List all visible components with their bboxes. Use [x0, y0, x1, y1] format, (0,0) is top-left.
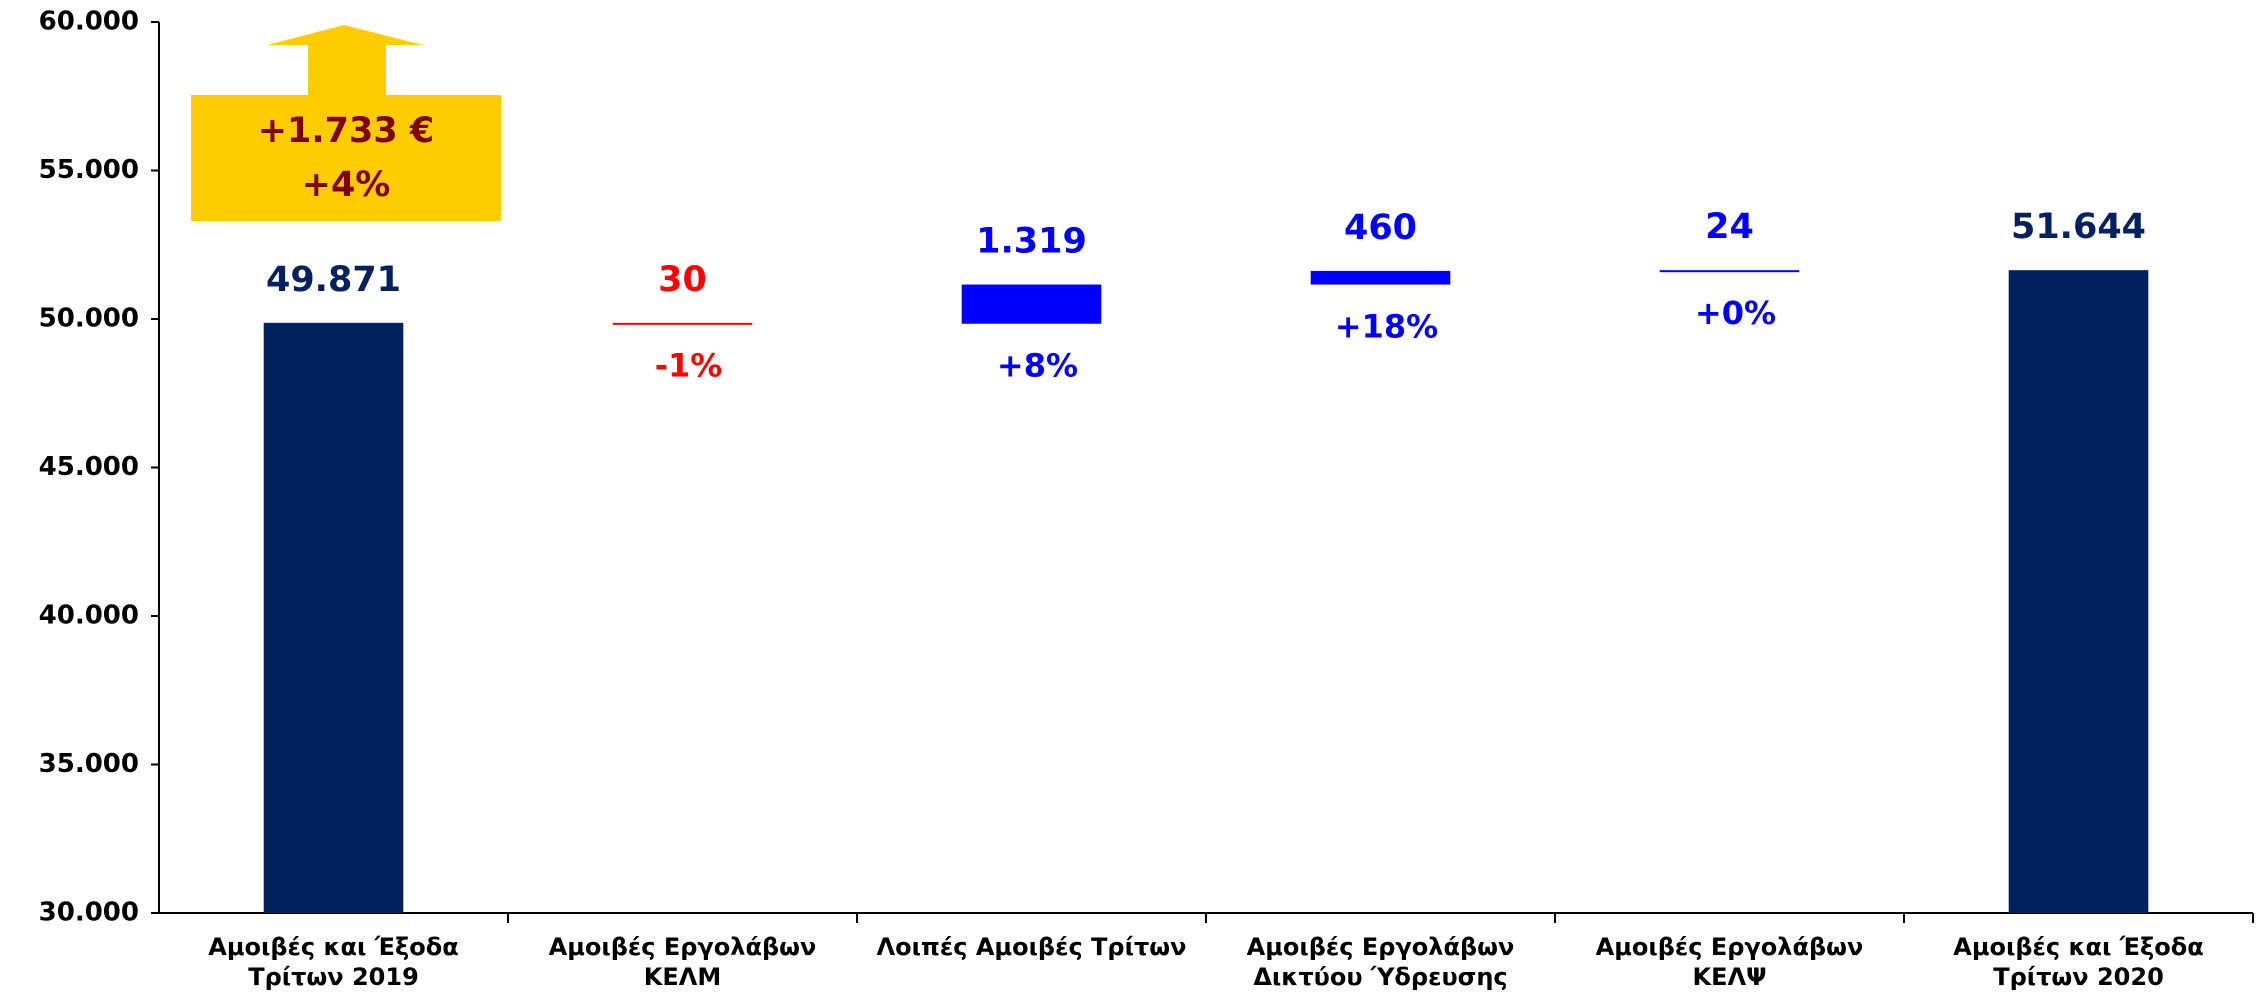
bar	[2008, 270, 2149, 913]
y-tick-label: 55.000	[39, 155, 139, 185]
x-tick-label: Λοιπές Αμοιβές Τρίτων	[876, 933, 1187, 961]
y-tick-label: 30.000	[39, 898, 139, 928]
change-percent: +4%	[302, 165, 391, 205]
y-tick-label: 45.000	[39, 452, 139, 482]
bar	[1659, 270, 1800, 273]
x-tick-label: Αμοιβές και Έξοδα Τρίτων 2020	[1953, 933, 2204, 991]
y-tick-label: 35.000	[39, 749, 139, 779]
x-tick-label: Αμοιβές και Έξοδα Τρίτων 2019	[208, 933, 459, 991]
value-label: 24	[1705, 207, 1754, 247]
x-tick-label: Αμοιβές Εργολάβων ΚΕΛΜ	[548, 933, 817, 991]
bar	[263, 322, 404, 913]
y-tick-label: 40.000	[39, 601, 139, 631]
x-tick-label: Αμοιβές Εργολάβων ΚΕΛΨ	[1595, 933, 1864, 991]
percent-label: +0%	[1695, 294, 1776, 332]
arrow-up	[267, 25, 423, 95]
value-label: 1.319	[976, 222, 1087, 262]
bar	[612, 322, 753, 325]
percent-label: -1%	[655, 347, 723, 385]
y-tick-label: 50.000	[39, 304, 139, 334]
percent-label: +8%	[997, 347, 1078, 385]
change-label: +1.733 €	[258, 111, 435, 151]
y-tick-label: 60.000	[39, 7, 139, 37]
bar	[961, 284, 1102, 324]
percent-label: +18%	[1335, 308, 1438, 346]
change-box	[191, 95, 501, 221]
bar	[1310, 270, 1451, 285]
value-label: 51.644	[2011, 207, 2146, 247]
value-label: 30	[658, 260, 707, 300]
value-label: 460	[1344, 208, 1417, 248]
value-label: 49.871	[266, 260, 401, 300]
x-tick-label: Αμοιβές Εργολάβων Δικτύου Ύδρευσης	[1246, 933, 1515, 991]
